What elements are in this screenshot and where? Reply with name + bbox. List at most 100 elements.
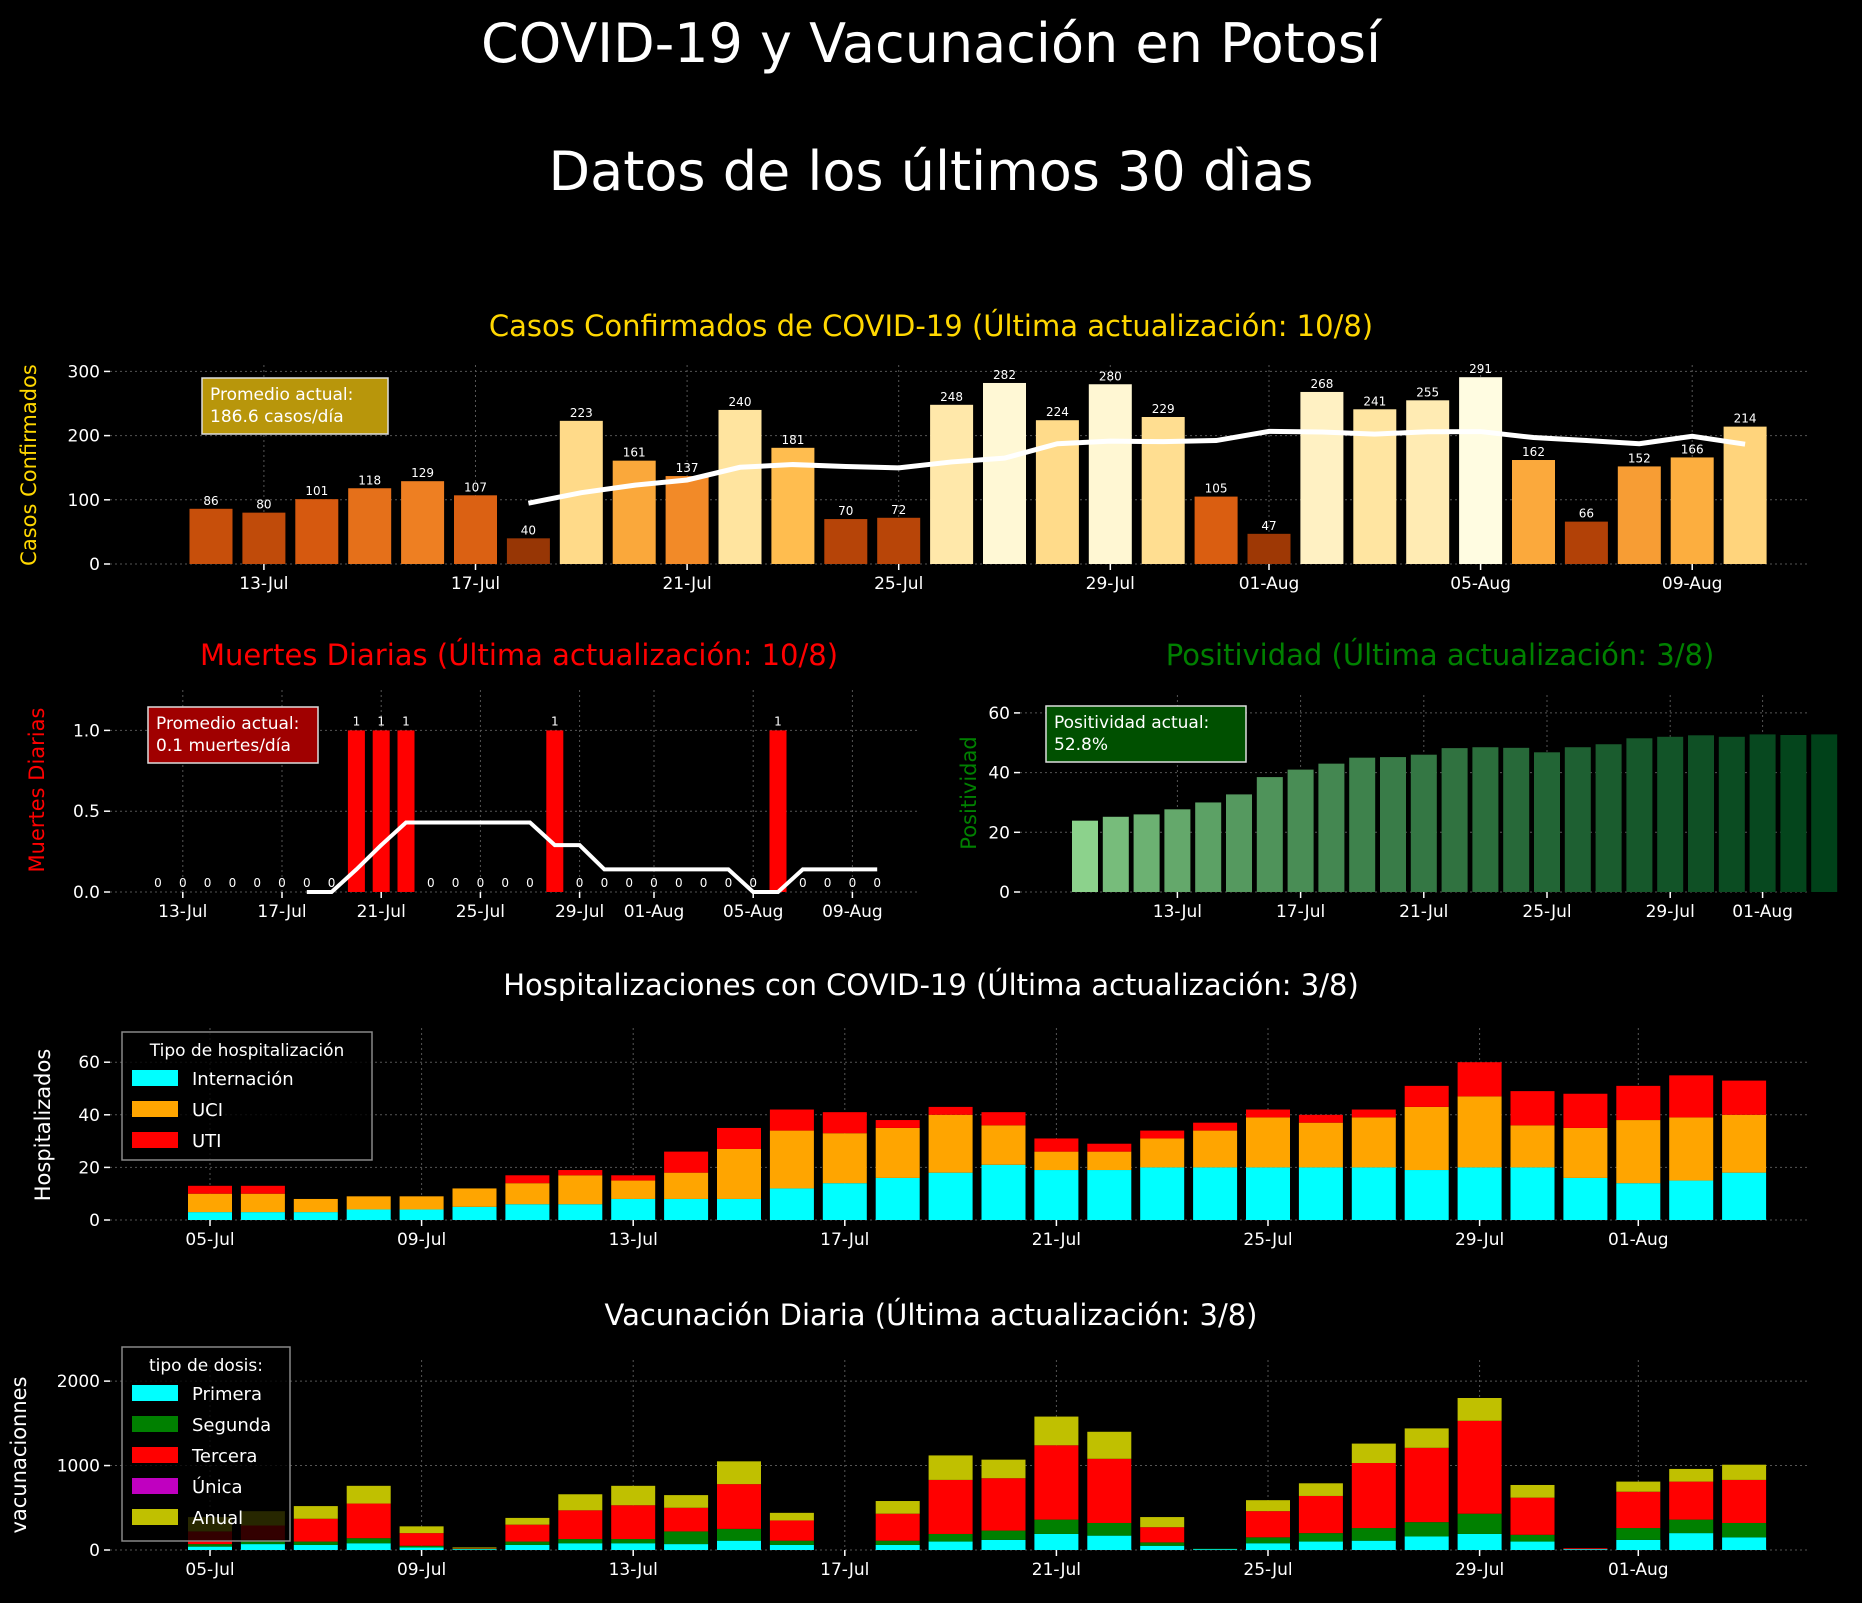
vacc-bar-anual	[981, 1459, 1026, 1479]
hosp-bar-uci	[1669, 1117, 1714, 1181]
hosp-bar-uci	[1457, 1096, 1502, 1168]
hosp-bar-uti	[981, 1112, 1026, 1126]
vacc-bar-segunda	[981, 1530, 1026, 1540]
hosp-bar-uci	[717, 1148, 761, 1199]
deaths-value-label: 0	[204, 876, 212, 890]
hosp-legend-swatch	[132, 1070, 178, 1086]
deaths-value-label: 0	[799, 876, 807, 890]
cases-bar	[1088, 384, 1132, 564]
deaths-bar	[372, 730, 390, 892]
vacc-bar-anual	[293, 1506, 338, 1519]
deaths-value-label: 0	[725, 876, 733, 890]
vacc-bar-segunda	[1669, 1519, 1714, 1534]
hosp-bar-uci	[1616, 1120, 1661, 1184]
hosp-legend-swatch	[132, 1101, 178, 1117]
deaths-bar	[546, 730, 564, 892]
cases-value-label: 129	[411, 466, 434, 480]
vacc-legend-title: tipo de dosis:	[149, 1356, 263, 1376]
vacc-bar-tercera	[1722, 1479, 1767, 1523]
vacc-bar-primera	[1034, 1533, 1079, 1550]
vacc-legend-swatch	[132, 1385, 178, 1401]
vacc-bar-primera	[240, 1544, 285, 1550]
hosp-bar-uci	[293, 1198, 338, 1213]
hosp-ytick-label: 60	[78, 1053, 100, 1073]
hosp-bar-uti	[769, 1109, 814, 1131]
positivity-bar	[1503, 747, 1530, 892]
cases-value-label: 240	[729, 395, 752, 409]
hosp-bar-internacin	[346, 1209, 391, 1220]
hosp-bar-uti	[611, 1175, 656, 1181]
vacc-bar-tercera	[558, 1510, 603, 1540]
vacc-bar-primera	[399, 1547, 444, 1550]
positivity-bar	[1441, 748, 1468, 892]
cases-value-label: 101	[305, 484, 328, 498]
vacc-xtick-label: 29-Jul	[1455, 1560, 1504, 1580]
hosp-bar-uci	[1246, 1117, 1290, 1168]
hosp-bar-uci	[611, 1180, 656, 1199]
positivity-bar	[1349, 757, 1376, 892]
hosp-bar-uci	[346, 1196, 391, 1210]
cases-value-label: 40	[521, 523, 536, 537]
hosp-bar-internacin	[1351, 1167, 1396, 1220]
deaths-value-label: 0	[328, 876, 336, 890]
positivity-ytick-label: 20	[988, 823, 1010, 843]
hosp-xtick-label: 05-Jul	[185, 1230, 234, 1250]
hosp-bar-uti	[1246, 1109, 1290, 1118]
vacc-legend-swatch	[132, 1478, 178, 1494]
hosp-bar-uci	[1510, 1125, 1555, 1168]
hosp-bar-internacin	[717, 1198, 761, 1220]
hosp-bar-uti	[188, 1185, 232, 1194]
vacc-bar-anual	[1669, 1468, 1714, 1482]
cases-bar	[189, 508, 233, 564]
deaths-value-label: 0	[303, 876, 311, 890]
hosp-bar-uci	[1351, 1117, 1396, 1168]
deaths-value-label: 0	[526, 876, 534, 890]
cases-value-label: 152	[1628, 451, 1651, 465]
hosp-ytick-label: 0	[89, 1211, 100, 1231]
cases-value-label: 66	[1579, 507, 1594, 521]
hosp-bar-uti	[558, 1170, 603, 1176]
vacc-bar-primera	[981, 1539, 1026, 1550]
hosp-bar-internacin	[981, 1164, 1026, 1220]
deaths-value-label: 0	[675, 876, 683, 890]
cases-annotation-text: Promedio actual:	[210, 385, 353, 405]
hosp-bar-uci	[1087, 1151, 1132, 1171]
cases-ylabel: Casos Confirmados	[17, 364, 41, 566]
vacc-bar-segunda	[875, 1540, 920, 1545]
positivity-ylabel: Positividad	[957, 736, 981, 849]
deaths-value-label: 1	[353, 714, 361, 728]
vacc-bar-anual	[399, 1526, 444, 1534]
positivity-bar	[1256, 777, 1283, 892]
positivity-bar	[1595, 744, 1622, 892]
vacc-bar-primera	[664, 1544, 709, 1550]
vacc-bar-primera	[1140, 1545, 1185, 1550]
positivity-xtick-label: 21-Jul	[1399, 902, 1448, 922]
vacc-legend-label: Segunda	[192, 1415, 271, 1436]
cases-xtick-label: 13-Jul	[239, 574, 288, 594]
hosp-bar-uci	[822, 1133, 867, 1184]
cases-title: Casos Confirmados de COVID-19 (Última ac…	[489, 309, 1373, 343]
vacc-bar-primera	[293, 1544, 338, 1550]
cases-bar	[1194, 496, 1238, 564]
hosp-xtick-label: 17-Jul	[820, 1230, 869, 1250]
vacc-bar-primera	[717, 1540, 761, 1550]
hosp-bar-uci	[875, 1127, 920, 1178]
vacc-bar-primera	[1087, 1535, 1132, 1550]
hosp-bar-uti	[1616, 1085, 1661, 1121]
cases-value-label: 137	[676, 461, 699, 475]
vacc-bar-segunda	[240, 1539, 285, 1545]
vacc-bar-anual	[1034, 1416, 1079, 1446]
vacc-bar-primera	[1193, 1549, 1238, 1550]
deaths-value-label: 0	[700, 876, 708, 890]
hosp-bar-uti	[717, 1127, 761, 1149]
cases-bar	[665, 476, 709, 564]
cases-bar	[1300, 391, 1344, 564]
main-subtitle: Datos de los últimos 30 dìas	[548, 140, 1314, 203]
hosp-bar-internacin	[558, 1204, 603, 1220]
cases-bar	[1617, 466, 1661, 564]
hosp-bar-internacin	[1457, 1167, 1502, 1220]
cases-bar	[1247, 533, 1291, 564]
vacc-bar-segunda	[1087, 1522, 1132, 1536]
vacc-bar-anual	[1510, 1484, 1555, 1498]
cases-ytick-label: 0	[89, 555, 100, 575]
